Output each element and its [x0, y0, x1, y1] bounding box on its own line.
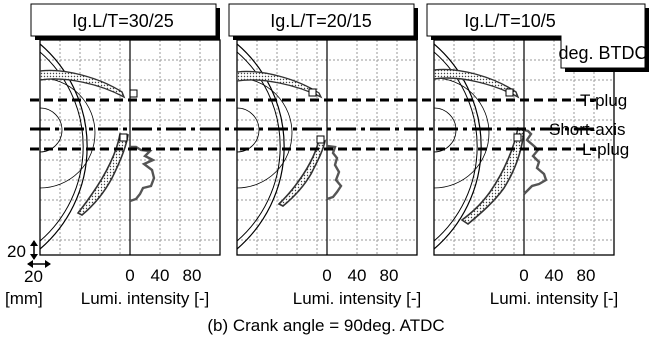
short-axis-label: Short-axis: [549, 120, 626, 139]
panel-1-upper-flame: [40, 69, 126, 99]
panel-3-l-plug-marker: [513, 133, 522, 142]
panel-1-title: Ig.L/T=30/25: [72, 11, 174, 31]
figure-caption: (b) Crank angle = 90deg. ATDC: [207, 316, 444, 335]
panel-1-title-box: Ig.L/T=30/25: [30, 3, 220, 40]
panel-3-tick-0: 0: [519, 266, 528, 285]
panel-3-title: Ig.L/T=10/5: [464, 11, 556, 31]
panel-2-lumi-profile: [326, 144, 343, 201]
panel-1-lumi-profile: [129, 145, 156, 203]
panel-2-axis-label: Lumi. intensity [-]: [293, 289, 422, 308]
panel-1-t-plug-marker: [129, 89, 138, 98]
panel-1-tick-40: 40: [151, 266, 170, 285]
scale-unit-label: [mm]: [5, 289, 43, 308]
panel-3-upper-flame: [434, 68, 520, 99]
panel-1-flame-region: [76, 133, 129, 216]
panel-1-inner-arc: [40, 77, 96, 189]
panel-2-title: Ig.L/T=20/15: [270, 11, 372, 31]
panel-2-title-box: Ig.L/T=20/15: [228, 3, 418, 40]
panel-1-lumi-axis: 0 40 80 Lumi. intensity [-]: [81, 266, 210, 308]
vertical-scale-label: 20: [7, 242, 26, 261]
horizontal-scale-bar: 20 [mm]: [5, 260, 51, 308]
panel-3-t-plug-marker: [505, 88, 514, 97]
panel-3-title-box: Ig.L/T=10/5 deg. BTDC: [426, 3, 649, 72]
panel-3-flame-region: [460, 126, 525, 225]
panel-3-cylinder-outer: [434, 43, 482, 250]
panel-3-inner-arc: [434, 77, 490, 189]
l-plug-label: L-plug: [582, 140, 629, 159]
panel-1-tick-0: 0: [125, 266, 134, 285]
panel-3-tick-40: 40: [545, 266, 564, 285]
panel-3-lumi-profile: [523, 128, 548, 195]
panel-2-tick-80: 80: [380, 266, 399, 285]
panel-2-inner-arc: [237, 77, 293, 189]
panel-2: [236, 39, 418, 256]
panel-2-lumi-axis: 0 40 80 Lumi. intensity [-]: [293, 266, 422, 308]
panel-2-t-plug-marker: [308, 88, 317, 97]
panel-3-subtitle: deg. BTDC: [558, 43, 647, 63]
panel-1-l-plug-marker: [119, 133, 128, 142]
panel-1-cylinder-outer: [40, 43, 88, 250]
t-plug-label: T-plug: [580, 91, 627, 110]
panel-2-flame-region: [277, 139, 326, 207]
panel-2-cylinder-outer: [237, 43, 285, 250]
horizontal-scale-label: 20: [24, 267, 43, 286]
panel-3-axis-label: Lumi. intensity [-]: [490, 289, 619, 308]
panel-3-tick-80: 80: [577, 266, 596, 285]
panel-2-tick-40: 40: [348, 266, 367, 285]
panel-2-l-plug-marker: [316, 135, 325, 144]
panel-1-tick-80: 80: [183, 266, 202, 285]
panel-3: [433, 39, 615, 256]
panel-2-upper-flame: [237, 70, 323, 99]
panel-1-axis-label: Lumi. intensity [-]: [81, 289, 210, 308]
panel-2-tick-0: 0: [322, 266, 331, 285]
panel-3-lumi-axis: 0 40 80 Lumi. intensity [-]: [490, 266, 619, 308]
vertical-scale-bar: 20: [7, 240, 38, 261]
